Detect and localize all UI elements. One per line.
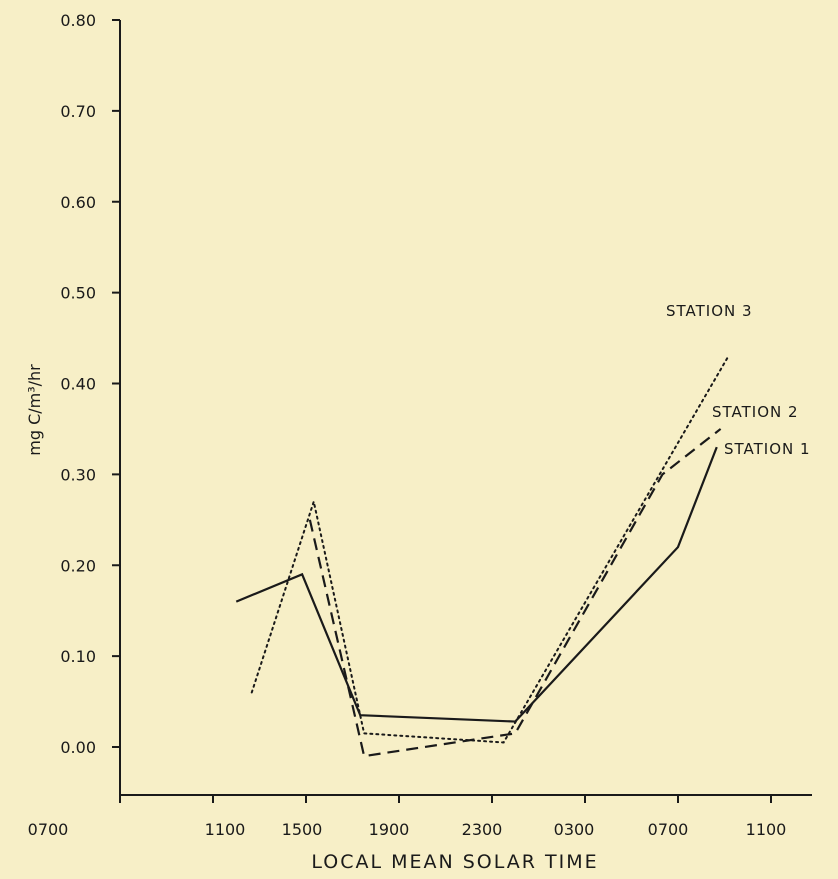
y-tick-label: 0.70 <box>60 102 96 121</box>
y-tick-label: 0.80 <box>60 11 96 30</box>
x-tick-label: 1900 <box>369 820 410 839</box>
x-tick-label: 0300 <box>554 820 595 839</box>
x-tick-label: 1100 <box>746 820 787 839</box>
x-tick-label: 1500 <box>282 820 323 839</box>
x-tick-label: 0700 <box>28 820 69 839</box>
x-tick-label: 0700 <box>648 820 689 839</box>
y-tick-label: 0.40 <box>60 375 96 394</box>
y-tick-label: 0.60 <box>60 193 96 212</box>
series-line-station-2 <box>308 428 722 758</box>
y-tick-label: 0.00 <box>60 738 96 757</box>
x-tick-label: 1100 <box>205 820 246 839</box>
y-axis-title: mg C/m³/hr <box>25 364 44 456</box>
x-tick-label: 2300 <box>462 820 503 839</box>
series-label-station-1: STATION 1 <box>724 440 811 458</box>
series-line-station-1 <box>235 446 718 723</box>
y-tick-label: 0.10 <box>60 647 96 666</box>
x-axis-title: LOCAL MEAN SOLAR TIME <box>311 851 598 873</box>
series-label-station-3: STATION 3 <box>666 302 753 320</box>
series-label-station-2: STATION 2 <box>712 403 799 421</box>
y-ticks: 0.00 0.10 0.20 0.30 0.40 0.50 0.60 0.70 0.80 <box>60 11 120 757</box>
series-lines <box>235 355 730 758</box>
y-tick-label: 0.20 <box>60 556 96 575</box>
y-tick-label: 0.30 <box>60 465 96 484</box>
series-line-station-3 <box>250 355 730 744</box>
x-ticks: 0700 1100 1500 1900 2300 0300 0700 1100 <box>28 795 787 839</box>
y-tick-label: 0.50 <box>60 284 96 303</box>
